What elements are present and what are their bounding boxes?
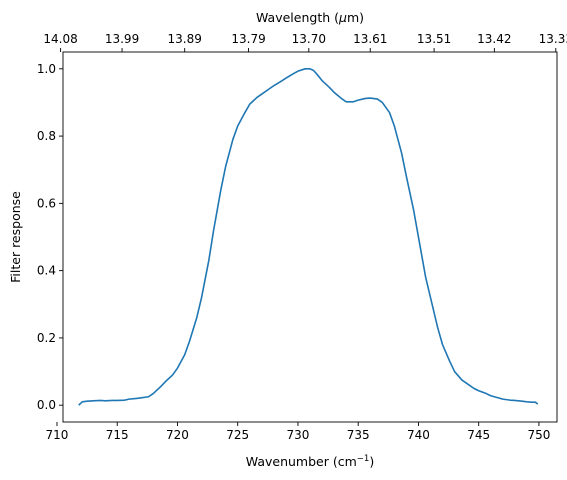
top-tick-label: 13.42: [477, 32, 511, 46]
plot-area: [63, 52, 557, 422]
y-tick-label: 0.6: [37, 196, 56, 210]
top-tick-label: 13.51: [417, 32, 451, 46]
response-curve-0: [78, 68, 539, 406]
x-tick-label: 730: [286, 428, 309, 442]
y-tick-label: 0.8: [37, 129, 56, 143]
y-tick-label: 0.2: [37, 331, 56, 345]
x-tick-label: 725: [226, 428, 249, 442]
left-axis-ticks: 0.0 0.2 0.4 0.6 0.8 1.0: [37, 62, 63, 412]
y-tick-label: 1.0: [37, 62, 56, 76]
top-tick-label: 14.08: [43, 32, 77, 46]
x-axis-label: Wavenumber (cm−1): [246, 454, 374, 469]
top-tick-label: 13.70: [292, 32, 326, 46]
top-tick-label: 13.33: [539, 32, 567, 46]
curve-layer: [78, 68, 539, 406]
x-tick-label: 740: [407, 428, 430, 442]
top-tick-label: 13.79: [231, 32, 265, 46]
x-tick-label: 745: [467, 428, 490, 442]
top-tick-label: 13.99: [105, 32, 139, 46]
x-tick-label: 735: [347, 428, 370, 442]
top-tick-label: 13.89: [168, 32, 202, 46]
y-tick-label: 0.0: [37, 398, 56, 412]
x-tick-label: 750: [527, 428, 550, 442]
x-tick-label: 710: [46, 428, 69, 442]
plot-frame: [62, 51, 558, 423]
bottom-axis-ticks: 710 715 720 725 730 735 740 745 750: [46, 422, 550, 442]
top-axis-ticks: 14.08 13.99 13.89 13.79 13.70 13.61 13.51 13.42…: [43, 32, 567, 52]
x-tick-label: 720: [166, 428, 189, 442]
top-axis-label: Wavelength (μm): [256, 10, 364, 25]
top-tick-label: 13.61: [353, 32, 387, 46]
y-axis-label: Filter response: [8, 191, 23, 283]
y-tick-label: 0.4: [37, 264, 56, 278]
x-tick-label: 715: [106, 428, 129, 442]
